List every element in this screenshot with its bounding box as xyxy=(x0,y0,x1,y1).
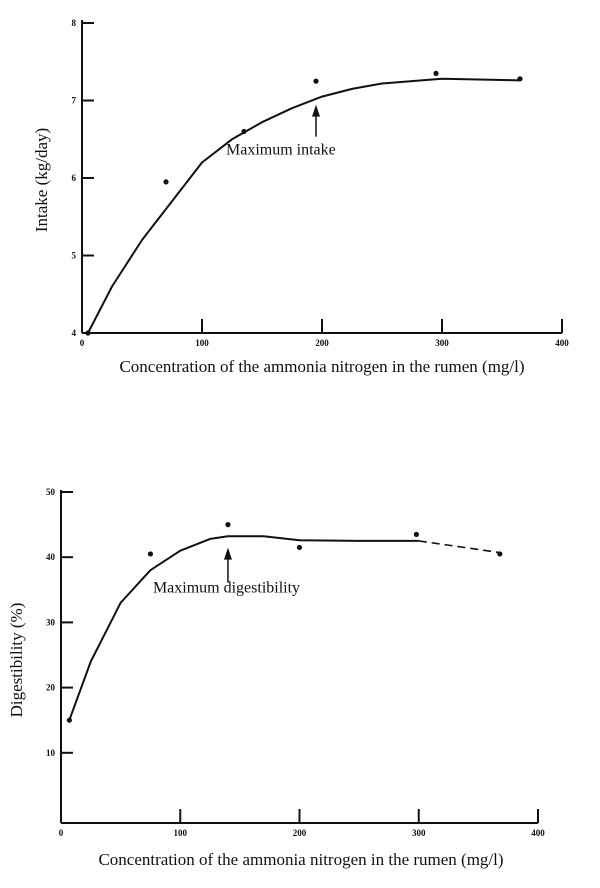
data-point xyxy=(66,717,72,723)
fitted-curve xyxy=(68,535,419,721)
y-tick-label: 5 xyxy=(72,251,77,261)
x-tick-label: 100 xyxy=(174,828,188,838)
x-tick-label: 300 xyxy=(412,828,426,838)
y-axis-label: Intake (kg/day) xyxy=(32,128,51,232)
x-tick-label: 400 xyxy=(531,828,545,838)
data-point xyxy=(225,522,231,528)
y-tick-label: 50 xyxy=(46,487,56,497)
annotation-arrow-head xyxy=(223,547,232,560)
x-tick-label: 100 xyxy=(195,338,209,348)
fitted-curve xyxy=(87,77,521,334)
x-tick-label: 400 xyxy=(555,338,569,348)
annotation-arrow-head xyxy=(312,104,320,117)
x-tick-label: 200 xyxy=(315,338,329,348)
fitted-curve-dashed xyxy=(418,540,500,554)
annotation-label: Maximum digestibility xyxy=(153,580,300,597)
x-tick-label: 300 xyxy=(435,338,449,348)
data-point xyxy=(241,128,247,135)
data-point xyxy=(313,78,319,84)
y-tick-label: 4 xyxy=(72,328,77,338)
x-axis-label: Concentration of the ammonia nitrogen in… xyxy=(98,850,503,869)
data-point xyxy=(517,76,523,82)
annotation-label: Maximum intake xyxy=(226,142,336,159)
y-tick-label: 30 xyxy=(46,617,56,627)
y-tick-label: 40 xyxy=(46,552,56,562)
x-tick-label: 0 xyxy=(59,828,64,838)
data-point xyxy=(497,551,503,557)
y-tick-label: 10 xyxy=(46,748,56,758)
data-point xyxy=(413,531,419,537)
y-tick-label: 7 xyxy=(72,96,77,106)
y-tick-label: 20 xyxy=(46,683,56,693)
y-axis-label: Digestibility (%) xyxy=(7,603,26,718)
intake-chart: Intake (kg/day) Concentration of the amm… xyxy=(32,18,569,376)
data-point xyxy=(433,70,439,76)
data-point xyxy=(296,544,303,551)
digestibility-chart: Digestibility (%) Concentration of the a… xyxy=(7,487,545,869)
y-tick-label: 8 xyxy=(72,18,77,28)
x-tick-label: 200 xyxy=(293,828,307,838)
x-tick-label: 0 xyxy=(80,338,85,348)
y-tick-label: 6 xyxy=(72,173,77,183)
data-point xyxy=(147,551,154,557)
data-point xyxy=(85,330,91,336)
x-axis-label: Concentration of the ammonia nitrogen in… xyxy=(119,357,524,376)
data-point xyxy=(163,179,169,185)
